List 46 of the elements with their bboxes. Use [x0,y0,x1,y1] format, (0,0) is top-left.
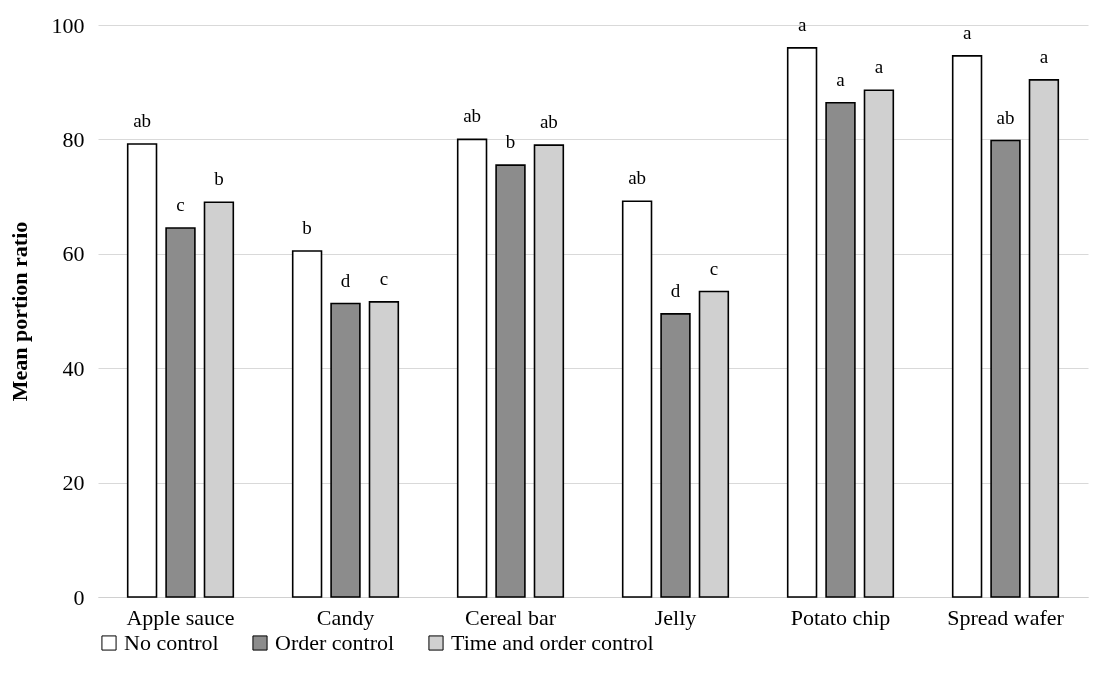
data-label: a [797,13,807,35]
y-tick-label: 0 [73,584,85,610]
y-tick-label: 20 [62,470,85,496]
bar [495,164,526,598]
x-tick-label: Spread wafer [947,604,1065,630]
legend-label: Order control [275,630,395,655]
data-label: a [962,21,972,43]
data-label: c [176,194,185,216]
data-label: ab [996,106,1015,128]
bar [786,47,818,598]
bar [291,250,323,598]
bar [990,139,1021,598]
bar [951,55,983,598]
bar [825,101,856,598]
x-tick-label: Cereal bar [465,604,557,630]
legend-label: No control [124,630,219,655]
data-label: ab [628,167,647,189]
data-label: d [340,269,351,291]
y-tick-label: 40 [62,355,85,381]
legend-label: Time and order control [451,630,654,655]
data-label: a [836,68,846,90]
x-tick-label: Candy [316,604,375,630]
bar [126,143,158,598]
data-label: a [1039,45,1049,67]
data-label: ab [133,109,152,131]
data-label: ab [539,111,558,133]
data-label: c [709,257,719,279]
bar [330,302,361,598]
x-tick-label: Apple sauce [126,604,235,630]
y-tick-label: 80 [62,126,85,152]
data-label: d [670,279,681,301]
data-label: ab [463,105,482,127]
y-axis-title: Mean portion ratio [6,221,32,402]
data-label: b [505,131,516,153]
x-tick-label: Jelly [654,604,697,630]
bar [165,227,196,598]
data-label: b [214,168,224,190]
bar [456,138,488,598]
y-tick-label: 60 [62,241,85,267]
data-label: a [874,56,884,78]
y-tick-label: 100 [51,12,85,38]
data-label: c [379,267,389,289]
bar [621,200,653,598]
bar [660,313,691,598]
x-tick-label: Potato chip [790,604,891,630]
data-label: b [302,216,312,238]
